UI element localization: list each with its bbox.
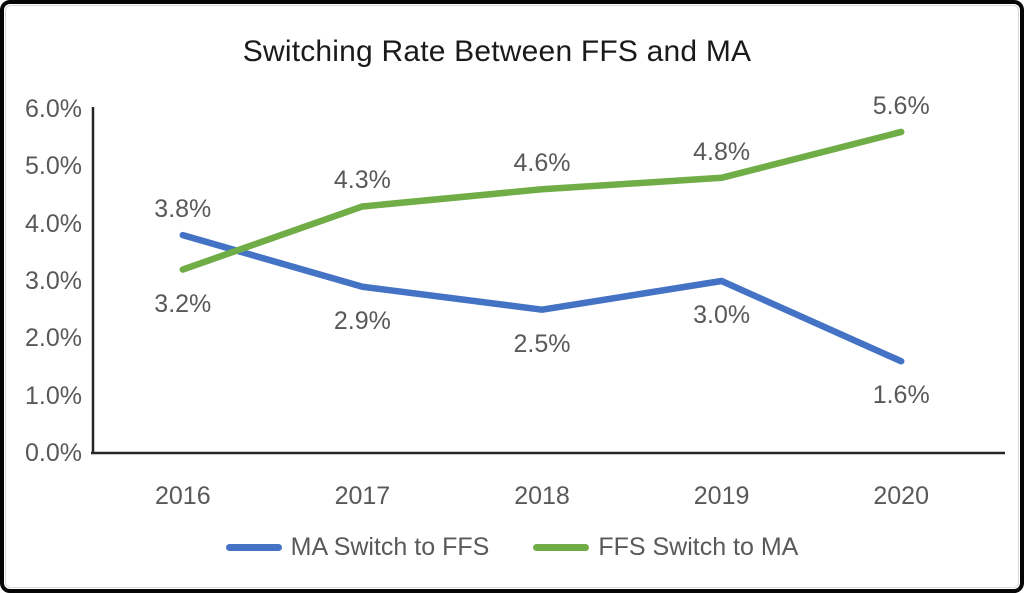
legend-label: FFS Switch to MA — [598, 533, 799, 561]
legend-label: MA Switch to FFS — [290, 533, 490, 561]
chart-title: Switching Rate Between FFS and MA — [242, 35, 752, 68]
legend-line-swatch — [533, 543, 590, 551]
legend: MA Switch to FFS FFS Switch to MA — [4, 529, 1020, 565]
series-line-ffs-switch-to-ma — [179, 128, 905, 273]
legend-item: FFS Switch to MA — [533, 532, 798, 562]
series-line-ma-switch-to-ffs — [179, 231, 905, 365]
plot-area — [91, 107, 1005, 455]
legend-line-swatch — [225, 543, 282, 551]
legend-item: MA Switch to FFS — [225, 532, 490, 562]
